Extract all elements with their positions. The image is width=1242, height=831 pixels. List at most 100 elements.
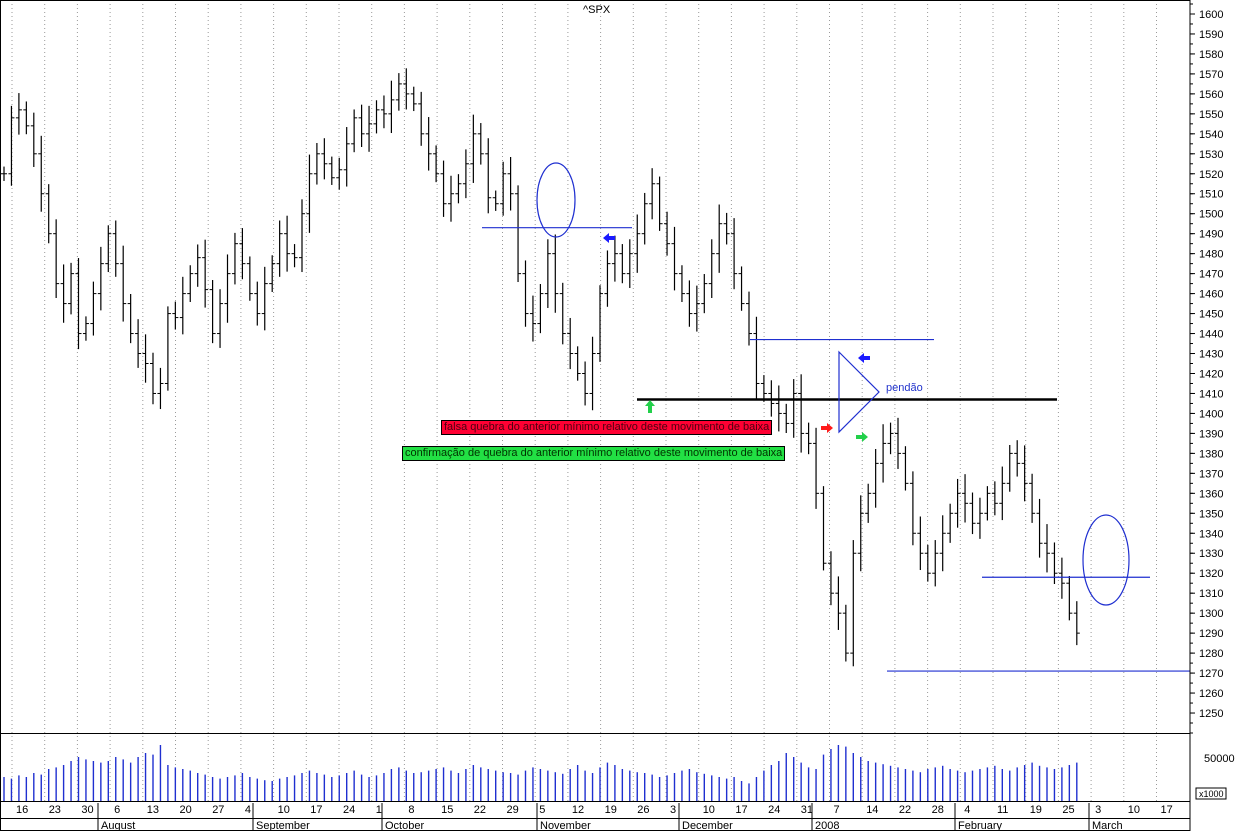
- price-tick-label: 1600: [1199, 9, 1223, 21]
- month-label: March: [1092, 820, 1123, 831]
- price-tick-label: 1540: [1199, 129, 1223, 141]
- day-tick-label: 28: [932, 804, 944, 816]
- price-tick-label: 1410: [1199, 388, 1223, 400]
- pennant-triangle: [838, 350, 880, 434]
- volume-bars: [3, 745, 1078, 801]
- pattern-markers: [536, 162, 1130, 606]
- day-tick-label: 24: [343, 804, 355, 816]
- blue-arrow-icon: [858, 353, 870, 363]
- price-tick-label: 1260: [1199, 688, 1223, 700]
- price-tick-label: 1510: [1199, 189, 1223, 201]
- chart-title: ^SPX: [583, 4, 611, 16]
- day-tick-label: 26: [637, 804, 649, 816]
- month-label: November: [540, 820, 591, 831]
- price-tick-label: 1250: [1199, 708, 1223, 720]
- day-tick-label: 8: [408, 804, 414, 816]
- month-label: December: [682, 820, 733, 831]
- price-tick-label: 1480: [1199, 249, 1223, 261]
- day-tick-label: 17: [735, 804, 747, 816]
- ohlc-bars: [1, 68, 1080, 667]
- day-tick-label: 6: [114, 804, 120, 816]
- price-tick-label: 1280: [1199, 648, 1223, 660]
- day-tick-label: 22: [474, 804, 486, 816]
- day-tick-label: 4: [245, 804, 251, 816]
- day-tick-label: 5: [539, 804, 545, 816]
- green-up-arrow-icon: [645, 400, 655, 413]
- day-tick-label: 19: [1030, 804, 1042, 816]
- vertical-grid: [11, 4, 1157, 801]
- day-tick-label: 13: [147, 804, 159, 816]
- day-tick-label: 25: [1062, 804, 1074, 816]
- green-arrow-icon: [856, 432, 868, 442]
- day-tick-label: 10: [278, 804, 290, 816]
- day-tick-label: 3: [1095, 804, 1101, 816]
- day-tick-label: 30: [81, 804, 93, 816]
- volume-tick-label: 50000: [1204, 753, 1235, 765]
- pattern-ellipse: [536, 162, 576, 238]
- price-tick-label: 1530: [1199, 149, 1223, 161]
- price-tick-label: 1570: [1199, 69, 1223, 81]
- volume-unit-label: x1000: [1199, 789, 1224, 799]
- day-tick-label: 29: [507, 804, 519, 816]
- volume-unit-box: [1195, 787, 1227, 800]
- day-tick-label: 20: [180, 804, 192, 816]
- month-label: September: [256, 820, 310, 831]
- month-label: 2008: [815, 820, 839, 831]
- day-tick-label: 19: [605, 804, 617, 816]
- month-label: October: [385, 820, 424, 831]
- price-tick-label: 1580: [1199, 49, 1223, 61]
- pennant-label: pendão: [886, 382, 923, 394]
- price-tick-label: 1420: [1199, 368, 1223, 380]
- price-tick-label: 1450: [1199, 309, 1223, 321]
- day-tick-label: 31: [801, 804, 813, 816]
- price-tick-label: 1500: [1199, 209, 1223, 221]
- day-tick-label: 24: [768, 804, 780, 816]
- day-tick-label: 11: [997, 804, 1008, 816]
- blue-arrow-icon: [603, 233, 615, 243]
- price-tick-label: 1520: [1199, 169, 1223, 181]
- price-tick-label: 1550: [1199, 109, 1223, 121]
- price-tick-label: 1270: [1199, 668, 1223, 680]
- price-tick-label: 1460: [1199, 289, 1223, 301]
- price-tick-label: 1320: [1199, 568, 1223, 580]
- price-tick-label: 1430: [1199, 349, 1223, 361]
- false-break-annotation: falsa quebra do anterior mínimo relativo…: [441, 420, 773, 435]
- price-tick-label: 1490: [1199, 229, 1223, 241]
- day-tick-label: 17: [1161, 804, 1173, 816]
- price-tick-label: 1470: [1199, 269, 1223, 281]
- price-axis: 1250 1260 1270 1280 1290 1300 1310 1320 1330 1340…: [1190, 3, 1235, 800]
- price-tick-label: 1370: [1199, 468, 1223, 480]
- day-tick-label: 27: [212, 804, 224, 816]
- price-tick-label: 1380: [1199, 448, 1223, 460]
- day-tick-label: 22: [899, 804, 911, 816]
- day-tick-label: 14: [866, 804, 878, 816]
- price-tick-label: 1390: [1199, 428, 1223, 440]
- price-tick-label: 1350: [1199, 508, 1223, 520]
- price-tick-label: 1590: [1199, 29, 1223, 41]
- price-tick-label: 1310: [1199, 588, 1223, 600]
- day-tick-label: 3: [670, 804, 676, 816]
- price-tick-label: 1290: [1199, 628, 1223, 640]
- day-tick-label: 15: [441, 804, 453, 816]
- day-tick-label: 12: [572, 804, 584, 816]
- chart-frame: [0, 0, 1191, 831]
- day-tick-label: 23: [49, 804, 61, 816]
- outer-frame: [0, 0, 1191, 831]
- break-confirmation-annotation: confirmação de quebra do anterior mínimo…: [402, 446, 786, 461]
- price-tick-label: 1300: [1199, 608, 1223, 620]
- day-tick-label: 10: [1128, 804, 1140, 816]
- price-tick-label: 1340: [1199, 528, 1223, 540]
- time-axis: 16 23 30 6 13 20 27 4 10 17 24 1 8 15 22 29 5 12 19 26 3 10 17…: [16, 803, 1173, 831]
- day-tick-label: 10: [703, 804, 715, 816]
- day-tick-label: 16: [16, 804, 28, 816]
- price-tick-label: 1400: [1199, 408, 1223, 420]
- day-tick-label: 4: [964, 804, 970, 816]
- price-tick-label: 1360: [1199, 488, 1223, 500]
- red-arrow-icon: [821, 423, 833, 433]
- day-tick-label: 1: [376, 804, 382, 816]
- price-tick-label: 1560: [1199, 89, 1223, 101]
- pattern-ellipse: [1082, 514, 1130, 606]
- day-tick-label: 7: [834, 804, 840, 816]
- month-label: August: [101, 820, 135, 831]
